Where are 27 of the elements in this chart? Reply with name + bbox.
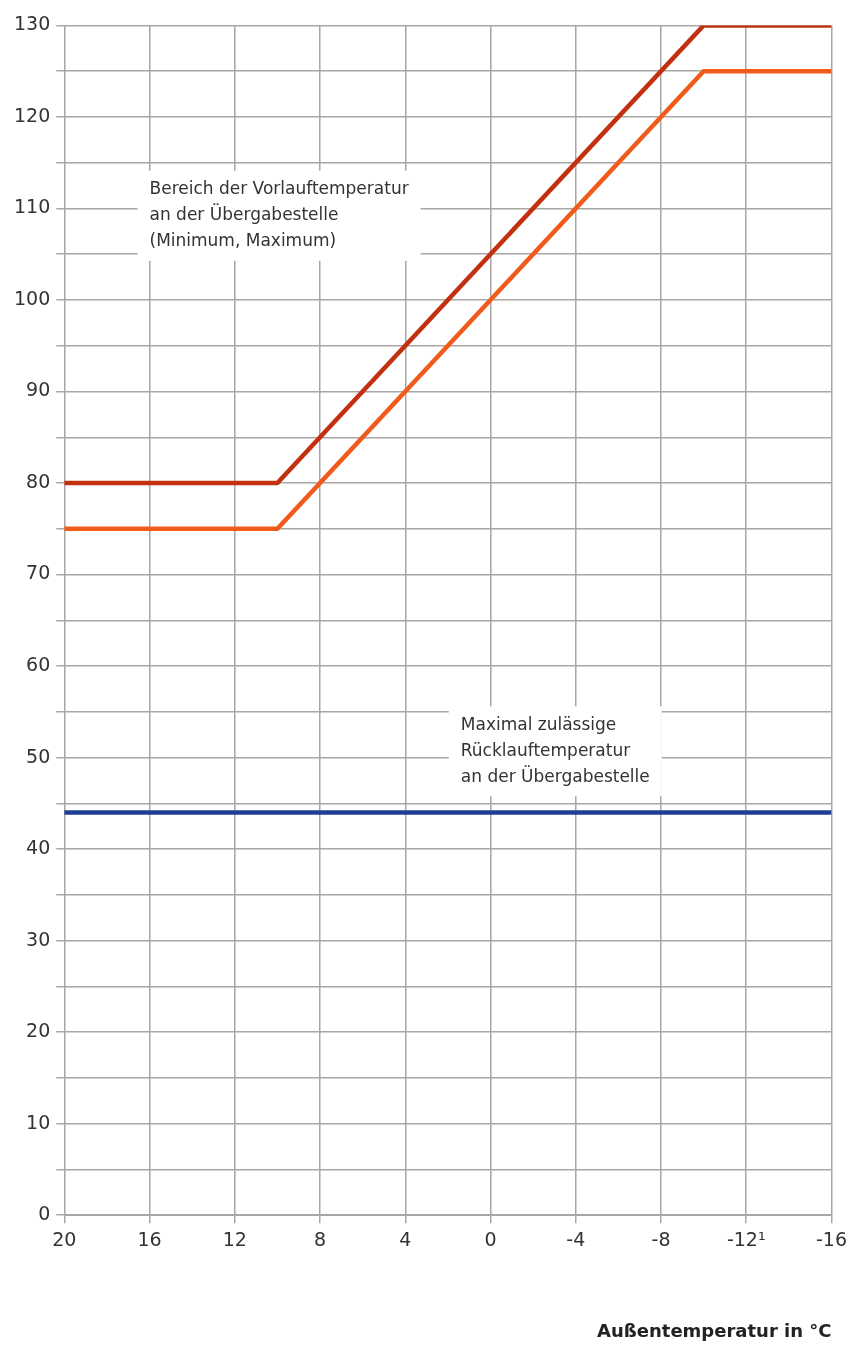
y-tick-label: 120: [14, 103, 51, 126]
x-tick-label: -12¹: [726, 1227, 766, 1250]
y-tick-label: 0: [38, 1202, 51, 1225]
annotation: Bereich der Vorlauftemperatur an der Übergabestelle (Minimum, Maximum): [149, 178, 409, 251]
y-tick-label: 90: [26, 378, 51, 401]
x-tick-label: 0: [484, 1227, 497, 1250]
y-tick-label: 60: [26, 653, 51, 675]
y-tick-label: 50: [26, 744, 51, 767]
y-tick-label: 30: [26, 927, 51, 950]
x-tick-label: -8: [651, 1227, 671, 1250]
x-tick-label: -16: [815, 1227, 848, 1250]
x-tick-label: -4: [566, 1227, 586, 1250]
x-tick-label: 4: [399, 1227, 412, 1250]
x-tick-label: 12: [222, 1227, 247, 1250]
x-tick-label: 20: [52, 1227, 77, 1250]
y-tick-label: 80: [26, 469, 51, 492]
x-tick-label: 16: [137, 1227, 162, 1250]
y-tick-label: 110: [14, 195, 51, 218]
annotation: Maximal zulässige Rücklauftemperatur an der Übergabestelle: [460, 713, 650, 786]
x-tick-label: 8: [313, 1227, 327, 1250]
y-tick-label: 100: [14, 286, 51, 309]
y-tick-label: 130: [14, 12, 51, 35]
y-tick-label: 40: [26, 836, 51, 859]
y-tick-label: 10: [26, 1110, 51, 1133]
x-axis-title: Außentemperatur in °C: [597, 1319, 832, 1341]
y-tick-label: 70: [26, 561, 51, 584]
y-tick-label: 20: [26, 1019, 51, 1042]
